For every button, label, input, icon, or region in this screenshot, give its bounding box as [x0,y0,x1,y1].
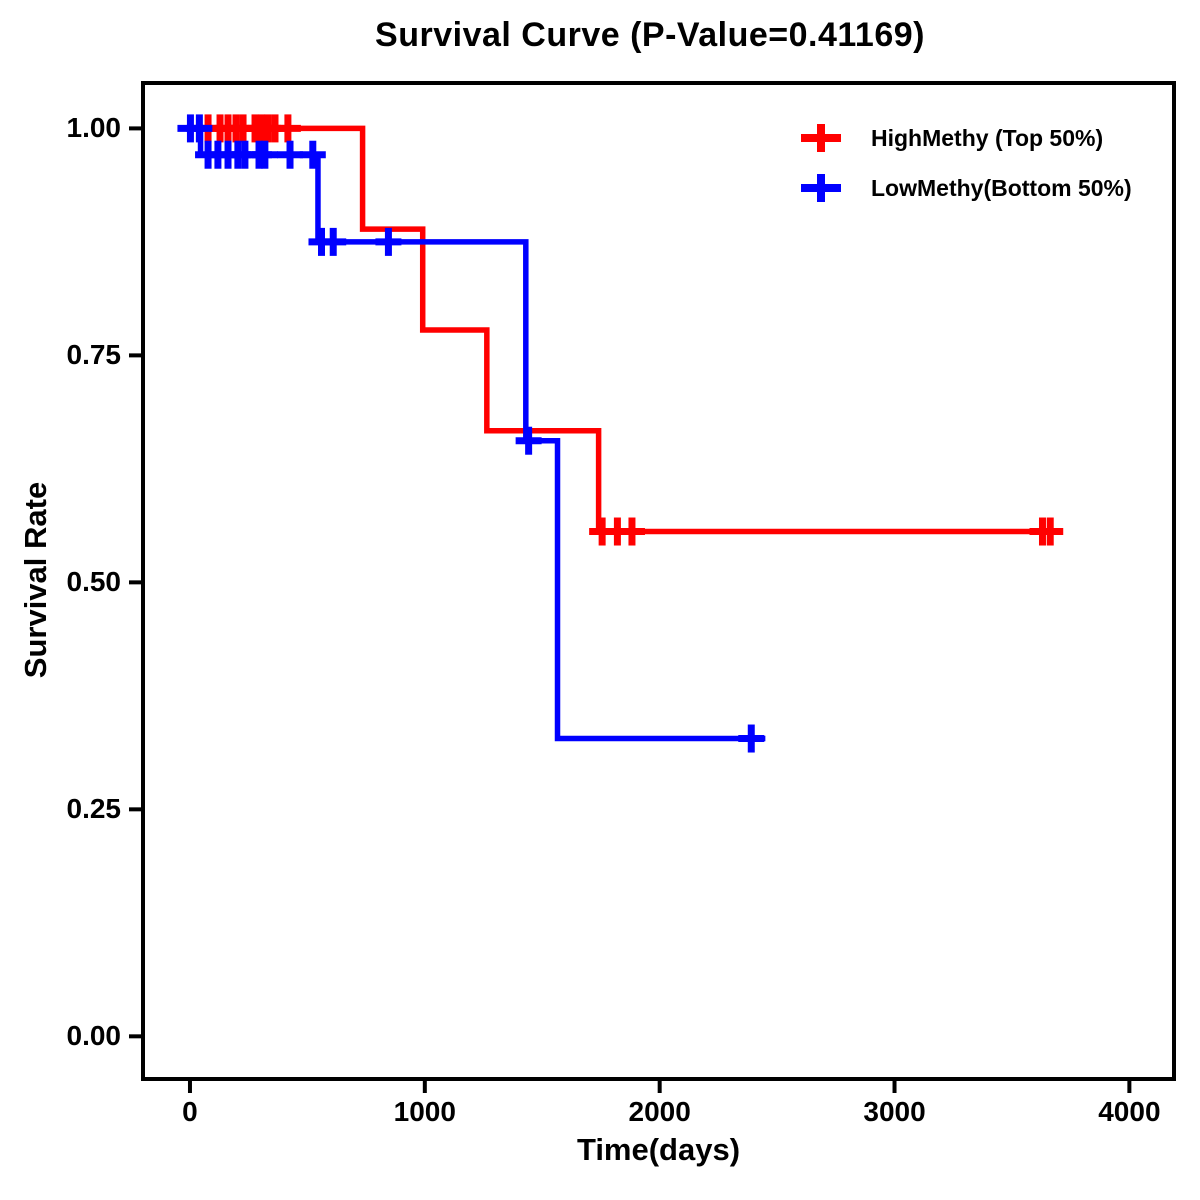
y-axis-label: Survival Rate [18,481,53,679]
legend-label-highmethy: HighMethy (Top 50%) [871,124,1104,151]
km-curve-highmethy [189,125,1059,535]
x-tick-label: 4000 [1098,1096,1161,1127]
plus-marker-icon [801,124,841,152]
x-tick-label: 2000 [628,1096,691,1127]
y-tick-label: 1.00 [66,112,122,144]
x-tick-label: 3000 [863,1096,926,1127]
legend-item-lowmethy: LowMethy(Bottom 50%) [798,172,1132,204]
km-curve-lowmethy [189,125,766,742]
legend: HighMethy (Top 50%) LowMethy(Bottom 50%) [798,122,1132,204]
x-tick-label: 1000 [393,1096,456,1127]
y-tick-label: 0.25 [66,793,122,825]
y-tick-label: 0.50 [66,566,122,598]
x-axis-label: Time(days) [576,1132,741,1167]
chart-title: Survival Curve (P-Value=0.41169) [375,16,925,54]
y-tick-label: 0.00 [66,1020,122,1052]
plot-panel-border [141,81,1176,1081]
plus-marker-icon [801,174,841,202]
legend-item-highmethy: HighMethy (Top 50%) [798,122,1132,154]
x-tick-label: 0 [182,1096,198,1127]
y-tick-label: 0.75 [66,339,122,371]
legend-label-lowmethy: LowMethy(Bottom 50%) [871,174,1132,201]
